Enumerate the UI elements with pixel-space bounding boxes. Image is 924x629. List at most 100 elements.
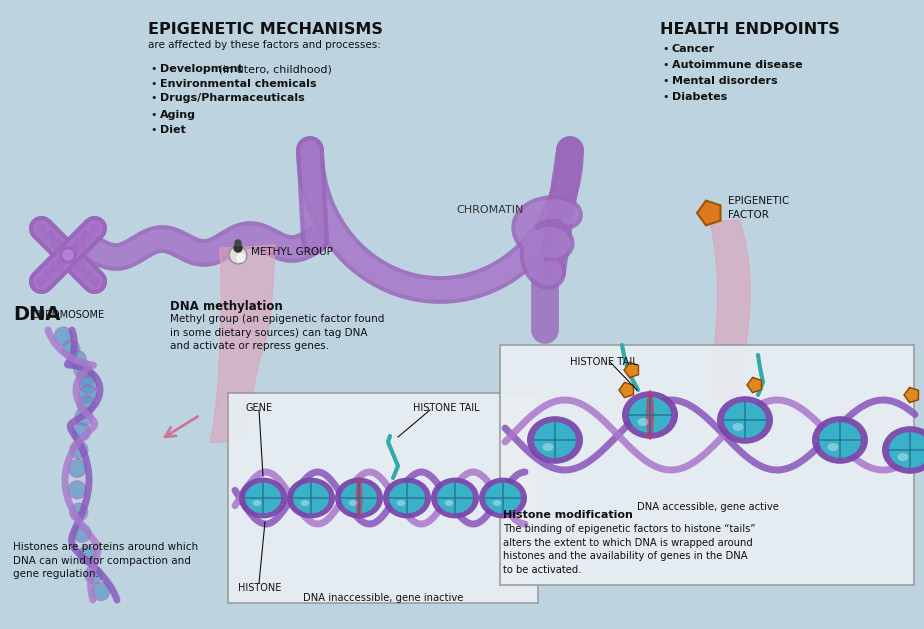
Text: •: • <box>150 93 156 103</box>
Ellipse shape <box>444 500 454 506</box>
Text: CHROMOSOME: CHROMOSOME <box>31 310 104 320</box>
Circle shape <box>72 423 91 441</box>
Text: •: • <box>662 44 668 54</box>
Text: DNA methylation: DNA methylation <box>170 300 283 313</box>
Circle shape <box>79 376 97 394</box>
Circle shape <box>74 238 85 249</box>
Ellipse shape <box>485 482 521 513</box>
Circle shape <box>80 548 94 562</box>
Circle shape <box>75 526 89 540</box>
Circle shape <box>68 459 86 477</box>
Text: Diet: Diet <box>160 125 186 135</box>
Circle shape <box>79 385 97 403</box>
Circle shape <box>79 546 96 564</box>
Text: Cancer: Cancer <box>672 44 715 54</box>
Circle shape <box>64 342 78 356</box>
Circle shape <box>44 269 54 279</box>
Circle shape <box>66 245 78 257</box>
Circle shape <box>38 277 45 286</box>
Ellipse shape <box>300 500 310 506</box>
Circle shape <box>91 225 99 233</box>
Circle shape <box>80 378 95 392</box>
Ellipse shape <box>717 396 773 444</box>
Text: HEALTH ENDPOINTS: HEALTH ENDPOINTS <box>660 22 840 37</box>
Text: METHYL GROUP: METHYL GROUP <box>251 247 333 257</box>
Circle shape <box>234 244 242 252</box>
Circle shape <box>87 568 101 582</box>
Circle shape <box>44 231 54 241</box>
Circle shape <box>44 269 54 279</box>
Circle shape <box>74 425 89 439</box>
Ellipse shape <box>622 391 678 439</box>
Text: (in utero, childhood): (in utero, childhood) <box>215 64 332 74</box>
Circle shape <box>66 253 78 265</box>
Circle shape <box>77 368 95 386</box>
Ellipse shape <box>341 482 377 513</box>
Circle shape <box>63 250 73 260</box>
Text: EPIGENETIC
FACTOR: EPIGENETIC FACTOR <box>728 196 789 220</box>
Circle shape <box>58 253 70 265</box>
Text: Aging: Aging <box>160 110 196 120</box>
Text: •: • <box>662 92 668 102</box>
Ellipse shape <box>882 426 924 474</box>
Text: Histones are proteins around which
DNA can wind for compaction and
gene regulati: Histones are proteins around which DNA c… <box>13 542 198 579</box>
Text: Diabetes: Diabetes <box>672 92 727 102</box>
Ellipse shape <box>479 477 527 518</box>
Circle shape <box>91 277 99 286</box>
Ellipse shape <box>437 482 473 513</box>
Ellipse shape <box>492 500 502 506</box>
Circle shape <box>235 240 241 246</box>
Text: EPIGENETIC MECHANISMS: EPIGENETIC MECHANISMS <box>148 22 383 37</box>
Circle shape <box>70 462 84 476</box>
Ellipse shape <box>335 477 383 518</box>
Text: •: • <box>150 79 156 89</box>
Ellipse shape <box>889 432 924 468</box>
Text: •: • <box>662 60 668 70</box>
Text: Histone modification: Histone modification <box>503 510 633 520</box>
Ellipse shape <box>389 482 425 513</box>
Ellipse shape <box>356 476 362 520</box>
Circle shape <box>69 503 88 521</box>
Ellipse shape <box>646 390 654 440</box>
Circle shape <box>70 352 84 367</box>
Circle shape <box>82 231 91 241</box>
Circle shape <box>80 387 95 401</box>
Text: Autoimmune disease: Autoimmune disease <box>672 60 803 70</box>
Circle shape <box>51 261 62 272</box>
Circle shape <box>79 370 93 384</box>
Circle shape <box>66 253 78 265</box>
Text: HISTONE TAIL: HISTONE TAIL <box>570 357 638 367</box>
Circle shape <box>56 329 70 343</box>
Ellipse shape <box>828 443 838 451</box>
Circle shape <box>74 360 91 378</box>
Circle shape <box>62 340 79 358</box>
Circle shape <box>76 362 90 376</box>
Circle shape <box>91 582 110 601</box>
Circle shape <box>38 277 45 286</box>
Text: Methyl group (an epigenetic factor found
in some dietary sources) can tag DNA
an: Methyl group (an epigenetic factor found… <box>170 314 384 351</box>
Text: •: • <box>662 76 668 86</box>
Ellipse shape <box>819 422 861 458</box>
Text: Mental disorders: Mental disorders <box>672 76 778 86</box>
Circle shape <box>44 231 54 241</box>
Circle shape <box>68 350 86 369</box>
Circle shape <box>237 254 245 262</box>
Text: •: • <box>150 125 156 135</box>
Circle shape <box>58 245 70 257</box>
Text: are affected by these factors and processes:: are affected by these factors and proces… <box>148 40 381 50</box>
Ellipse shape <box>293 482 329 513</box>
Circle shape <box>82 269 91 279</box>
Circle shape <box>94 584 108 599</box>
Circle shape <box>91 277 99 286</box>
Ellipse shape <box>542 443 553 451</box>
Circle shape <box>74 261 85 272</box>
Ellipse shape <box>431 477 479 518</box>
Circle shape <box>74 261 85 272</box>
Circle shape <box>79 398 93 412</box>
Circle shape <box>74 238 85 249</box>
Ellipse shape <box>287 477 335 518</box>
Text: Drugs/Pharmaceuticals: Drugs/Pharmaceuticals <box>160 93 305 103</box>
Text: DNA: DNA <box>13 305 60 324</box>
Ellipse shape <box>638 418 649 426</box>
Ellipse shape <box>348 500 358 506</box>
